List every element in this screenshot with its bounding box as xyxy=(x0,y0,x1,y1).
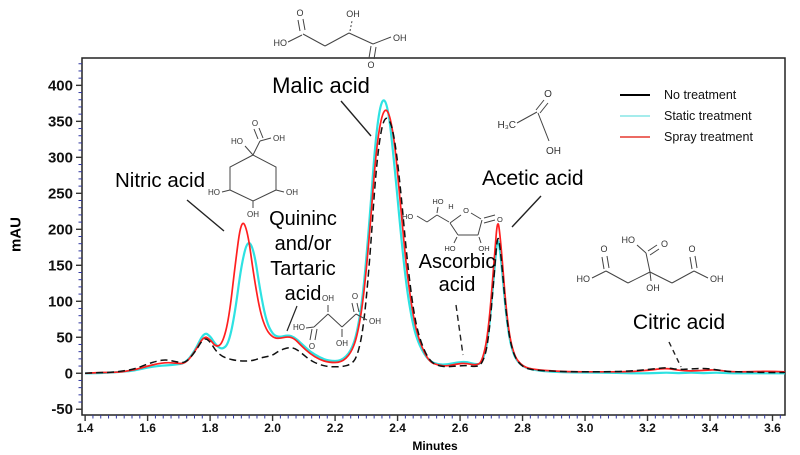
legend-label: No treatment xyxy=(664,87,737,102)
legend-line-cyan xyxy=(620,114,650,117)
x-axis-title: Minutes xyxy=(412,439,458,453)
legend-item-spray-treatment: Spray treatment xyxy=(620,126,753,147)
x-tick-label: 1.4 xyxy=(77,421,94,435)
legend-label: Static treatment xyxy=(664,108,752,123)
citric-acid-label: Citric acid xyxy=(632,311,726,334)
y-axis-title: mAU xyxy=(7,217,25,253)
x-tick-label: 3.2 xyxy=(639,421,656,435)
nitric-acid-pointer-line xyxy=(186,199,225,232)
atom-label: OH xyxy=(546,146,561,157)
legend-line-red xyxy=(620,135,650,138)
citric-acid-structure: HO O O HO O OH OH xyxy=(577,235,724,293)
atom-label: O xyxy=(661,239,668,249)
x-tick-label: 2.0 xyxy=(264,421,281,435)
y-tick-label: 400 xyxy=(48,77,73,94)
atom-label: HO xyxy=(444,244,455,253)
trace-spray-treatment xyxy=(85,109,785,375)
y-tick-label: 0 xyxy=(65,365,73,382)
quinic-acid-structure: O HO OH HO OH OH xyxy=(208,119,298,219)
malic-acid-pointer-line xyxy=(340,100,372,137)
legend: No treatment Static treatment Spray trea… xyxy=(620,84,753,147)
atom-label: O xyxy=(309,342,315,351)
malic-acid-structure: HO O OH O OH xyxy=(274,8,407,70)
acetic-acid-structure: H₃C O OH xyxy=(497,89,561,157)
atom-label: O xyxy=(544,89,552,100)
atom-label: HO xyxy=(577,274,591,284)
atom-label: HO xyxy=(231,137,243,146)
atom-label: HO xyxy=(208,188,220,197)
x-tick-label: 3.4 xyxy=(702,421,719,435)
pointer-lines xyxy=(186,100,682,368)
atom-label: OH xyxy=(478,244,489,253)
atom-label: OH xyxy=(322,294,334,303)
x-tick-label: 2.2 xyxy=(327,421,344,435)
ascorbic-acid-label: Ascorbic acid xyxy=(406,251,508,297)
acetic-acid-label: Acetic acid xyxy=(482,167,584,190)
y-tick-label: 300 xyxy=(48,149,73,166)
atom-label: OH xyxy=(646,283,660,293)
x-tick-label: 2.8 xyxy=(514,421,531,435)
atom-label: O xyxy=(352,292,358,301)
quinic-tartaric-pointer-line xyxy=(286,305,298,332)
atom-label: O xyxy=(252,119,258,128)
ascorbic-acid-structure: HO HO H O O HO OH xyxy=(402,197,503,253)
legend-item-no-treatment: No treatment xyxy=(620,84,753,105)
atom-label: OH xyxy=(247,210,259,219)
atom-label: O xyxy=(367,60,374,70)
atom-label: OH xyxy=(336,339,348,348)
ascorbic-acid-pointer-line xyxy=(455,304,464,356)
x-tick-label: 1.8 xyxy=(202,421,219,435)
citric-acid-pointer-line xyxy=(668,341,682,368)
tartaric-acid-structure: HO O OH O OH OH xyxy=(293,292,381,351)
x-tick-label: 2.4 xyxy=(389,421,406,435)
atom-label: O xyxy=(497,215,503,224)
atom-label: HO xyxy=(274,38,288,48)
x-tick-label: 3.0 xyxy=(577,421,594,435)
axes-ticks: 400 350 300 250 200 150 100 50 0 -50 1.4 1.6 1.8 2.0 2… xyxy=(48,63,781,435)
acetic-acid-pointer-line xyxy=(511,195,542,228)
label-line: Ascorbic xyxy=(418,251,496,273)
trace-no-treatment xyxy=(85,117,785,375)
atom-label: OH xyxy=(393,33,407,43)
atom-label: HO xyxy=(402,212,413,221)
y-tick-label: 200 xyxy=(48,221,73,238)
atom-label: OH xyxy=(286,188,298,197)
atom-label: H₃C xyxy=(497,120,516,131)
atom-label: H xyxy=(448,202,453,211)
atom-label: OH xyxy=(369,317,381,326)
malic-acid-label: Malic acid xyxy=(272,73,370,98)
atom-label: O xyxy=(600,244,607,254)
x-tick-label: 2.6 xyxy=(452,421,469,435)
traces-group xyxy=(85,99,785,375)
legend-line-black xyxy=(620,93,650,96)
label-line: acid xyxy=(438,274,476,296)
y-tick-label: 250 xyxy=(48,185,73,202)
y-tick-label: 100 xyxy=(48,293,73,310)
label-line: Tartaric xyxy=(270,258,336,280)
legend-label: Spray treatment xyxy=(664,129,753,144)
atom-label: O xyxy=(688,244,695,254)
y-tick-label: 150 xyxy=(48,257,73,274)
atom-label: OH xyxy=(273,134,285,143)
atom-label: O xyxy=(463,206,469,215)
atom-label: HO xyxy=(432,197,443,206)
atom-label: OH xyxy=(710,274,724,284)
label-line: acid xyxy=(284,283,322,305)
x-tick-label: 1.6 xyxy=(139,421,156,435)
y-tick-label: -50 xyxy=(51,401,73,418)
atom-label: HO xyxy=(622,235,636,245)
label-line: Quininc xyxy=(269,208,337,230)
nitric-acid-label: Nitric acid xyxy=(115,169,205,192)
quinic-tartaric-label: Quininc and/or Tartaric acid xyxy=(248,207,358,307)
atom-label: OH xyxy=(346,9,360,19)
x-tick-label: 3.6 xyxy=(764,421,781,435)
atom-label: HO xyxy=(293,323,305,332)
y-tick-label: 350 xyxy=(48,113,73,130)
y-tick-label: 50 xyxy=(56,329,73,346)
legend-item-static-treatment: Static treatment xyxy=(620,105,753,126)
label-line: and/or xyxy=(274,233,332,255)
atom-label: O xyxy=(296,8,303,18)
